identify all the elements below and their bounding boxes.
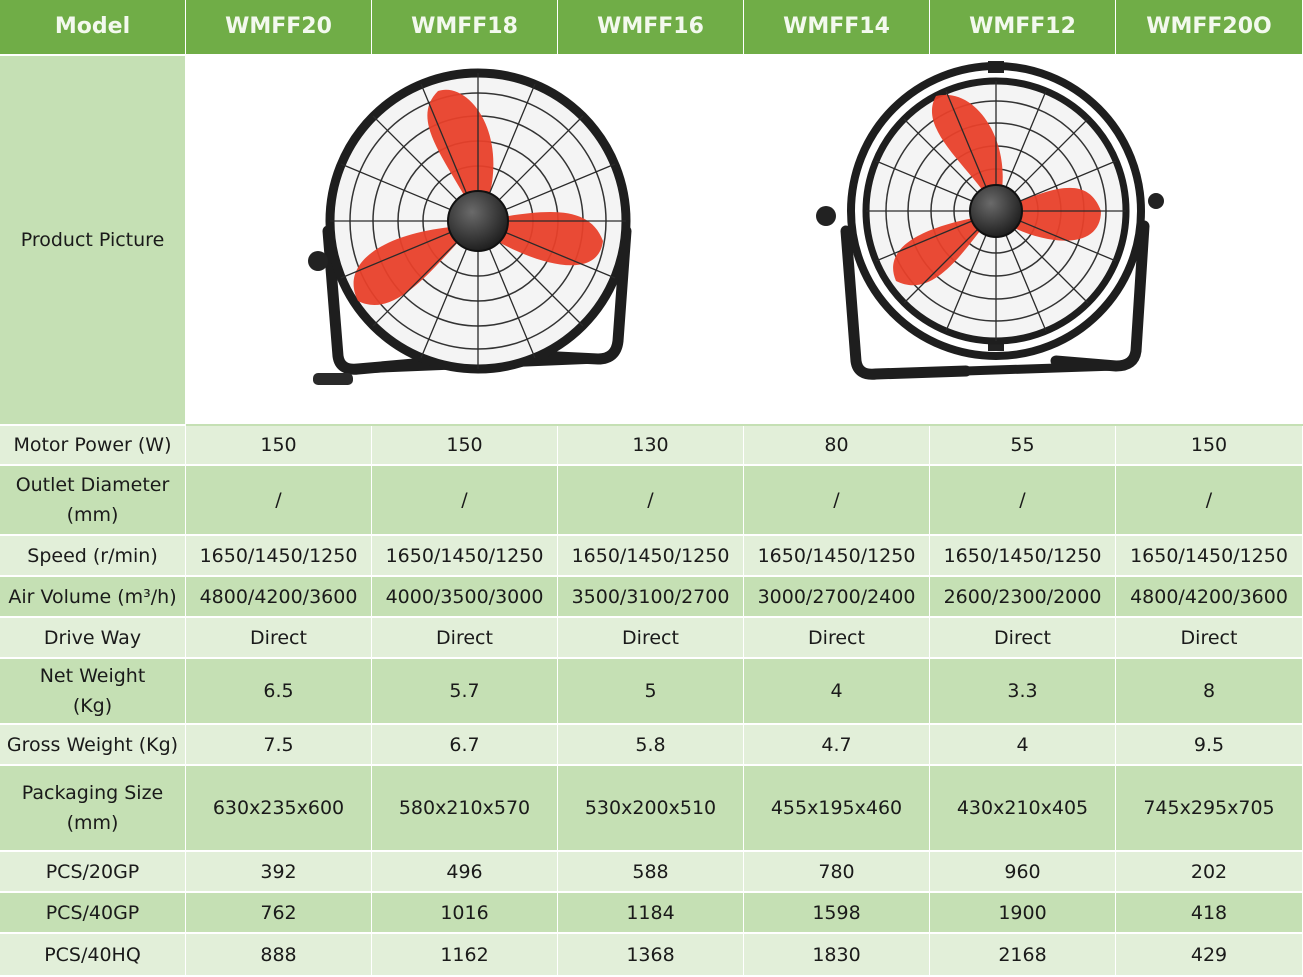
table-cell: 496	[372, 852, 558, 893]
table-cell: 1016	[372, 893, 558, 934]
table-cell: Direct	[186, 618, 372, 659]
row-label: Drive Way	[0, 618, 186, 659]
row-label: PCS/20GP	[0, 852, 186, 893]
table-cell: 4800/4200/3600	[1116, 577, 1303, 618]
table-cell: 1184	[558, 893, 744, 934]
table-cell: 150	[372, 426, 558, 466]
table-cell: /	[930, 466, 1116, 536]
table-cell: 1368	[558, 934, 744, 977]
table-cell: 745x295x705	[1116, 766, 1303, 852]
table-cell: 2168	[930, 934, 1116, 977]
table-cell: Direct	[1116, 618, 1303, 659]
header-model-3: WMFF16	[558, 0, 744, 56]
row-label: PCS/40HQ	[0, 934, 186, 977]
header-model-label: Model	[0, 0, 186, 56]
product-picture-area	[186, 56, 1303, 426]
table-cell: 4800/4200/3600	[186, 577, 372, 618]
table-cell: 1900	[930, 893, 1116, 934]
row-label: Outlet Diameter (mm)	[0, 466, 186, 536]
table-cell: 5.8	[558, 725, 744, 766]
table-cell: Direct	[930, 618, 1116, 659]
table-cell: 4000/3500/3000	[372, 577, 558, 618]
table-cell: 1162	[372, 934, 558, 977]
table-cell: 1650/1450/1250	[744, 536, 930, 577]
floor-fan-image	[308, 68, 632, 385]
table-cell: 1598	[744, 893, 930, 934]
header-model-6: WMFF20O	[1116, 0, 1303, 56]
table-cell: 2600/2300/2000	[930, 577, 1116, 618]
table-cell: 588	[558, 852, 744, 893]
table-cell: Direct	[372, 618, 558, 659]
table-cell: 780	[744, 852, 930, 893]
header-model-2: WMFF18	[372, 0, 558, 56]
table-cell: 1650/1450/1250	[186, 536, 372, 577]
table-cell: 130	[558, 426, 744, 466]
table-cell: 888	[186, 934, 372, 977]
table-cell: 5.7	[372, 659, 558, 725]
table-cell: 429	[1116, 934, 1303, 977]
table-cell: 1830	[744, 934, 930, 977]
row-label: Speed (r/min)	[0, 536, 186, 577]
table-cell: 762	[186, 893, 372, 934]
product-pictures	[308, 61, 1164, 385]
table-cell: /	[1116, 466, 1303, 536]
row-label: PCS/40GP	[0, 893, 186, 934]
table-cell: /	[186, 466, 372, 536]
table-cell: 3500/3100/2700	[558, 577, 744, 618]
table-cell: 4.7	[744, 725, 930, 766]
table-cell: 418	[1116, 893, 1303, 934]
table-cell: 455x195x460	[744, 766, 930, 852]
floor-fan-with-ring-image	[816, 61, 1164, 380]
table-cell: 5	[558, 659, 744, 725]
table-cell: 530x200x510	[558, 766, 744, 852]
table-cell: Direct	[744, 618, 930, 659]
table-cell: /	[558, 466, 744, 536]
table-cell: 1650/1450/1250	[1116, 536, 1303, 577]
table-cell: 150	[186, 426, 372, 466]
row-label: Motor Power (W)	[0, 426, 186, 466]
header-model-1: WMFF20	[186, 0, 372, 56]
table-cell: 80	[744, 426, 930, 466]
table-cell: 430x210x405	[930, 766, 1116, 852]
table-cell: 630x235x600	[186, 766, 372, 852]
header-model-5: WMFF12	[930, 0, 1116, 56]
table-cell: 6.7	[372, 725, 558, 766]
table-cell: 960	[930, 852, 1116, 893]
table-cell: 4	[930, 725, 1116, 766]
table-cell: 392	[186, 852, 372, 893]
table-cell: /	[744, 466, 930, 536]
table-cell: 150	[1116, 426, 1303, 466]
row-label: Packaging Size (mm)	[0, 766, 186, 852]
table-cell: 55	[930, 426, 1116, 466]
table-cell: 6.5	[186, 659, 372, 725]
table-cell: 1650/1450/1250	[930, 536, 1116, 577]
row-label: Gross Weight (Kg)	[0, 725, 186, 766]
row-label: Air Volume (m³/h)	[0, 577, 186, 618]
table-cell: 580x210x570	[372, 766, 558, 852]
table-cell: 8	[1116, 659, 1303, 725]
table-cell: /	[372, 466, 558, 536]
table-cell: 9.5	[1116, 725, 1303, 766]
table-cell: 202	[1116, 852, 1303, 893]
header-model-4: WMFF14	[744, 0, 930, 56]
product-picture-label: Product Picture	[0, 56, 186, 426]
table-cell: 7.5	[186, 725, 372, 766]
table-cell: 3000/2700/2400	[744, 577, 930, 618]
table-cell: 3.3	[930, 659, 1116, 725]
table-cell: Direct	[558, 618, 744, 659]
table-cell: 4	[744, 659, 930, 725]
row-label: Net Weight (Kg)	[0, 659, 186, 725]
table-cell: 1650/1450/1250	[372, 536, 558, 577]
table-cell: 1650/1450/1250	[558, 536, 744, 577]
